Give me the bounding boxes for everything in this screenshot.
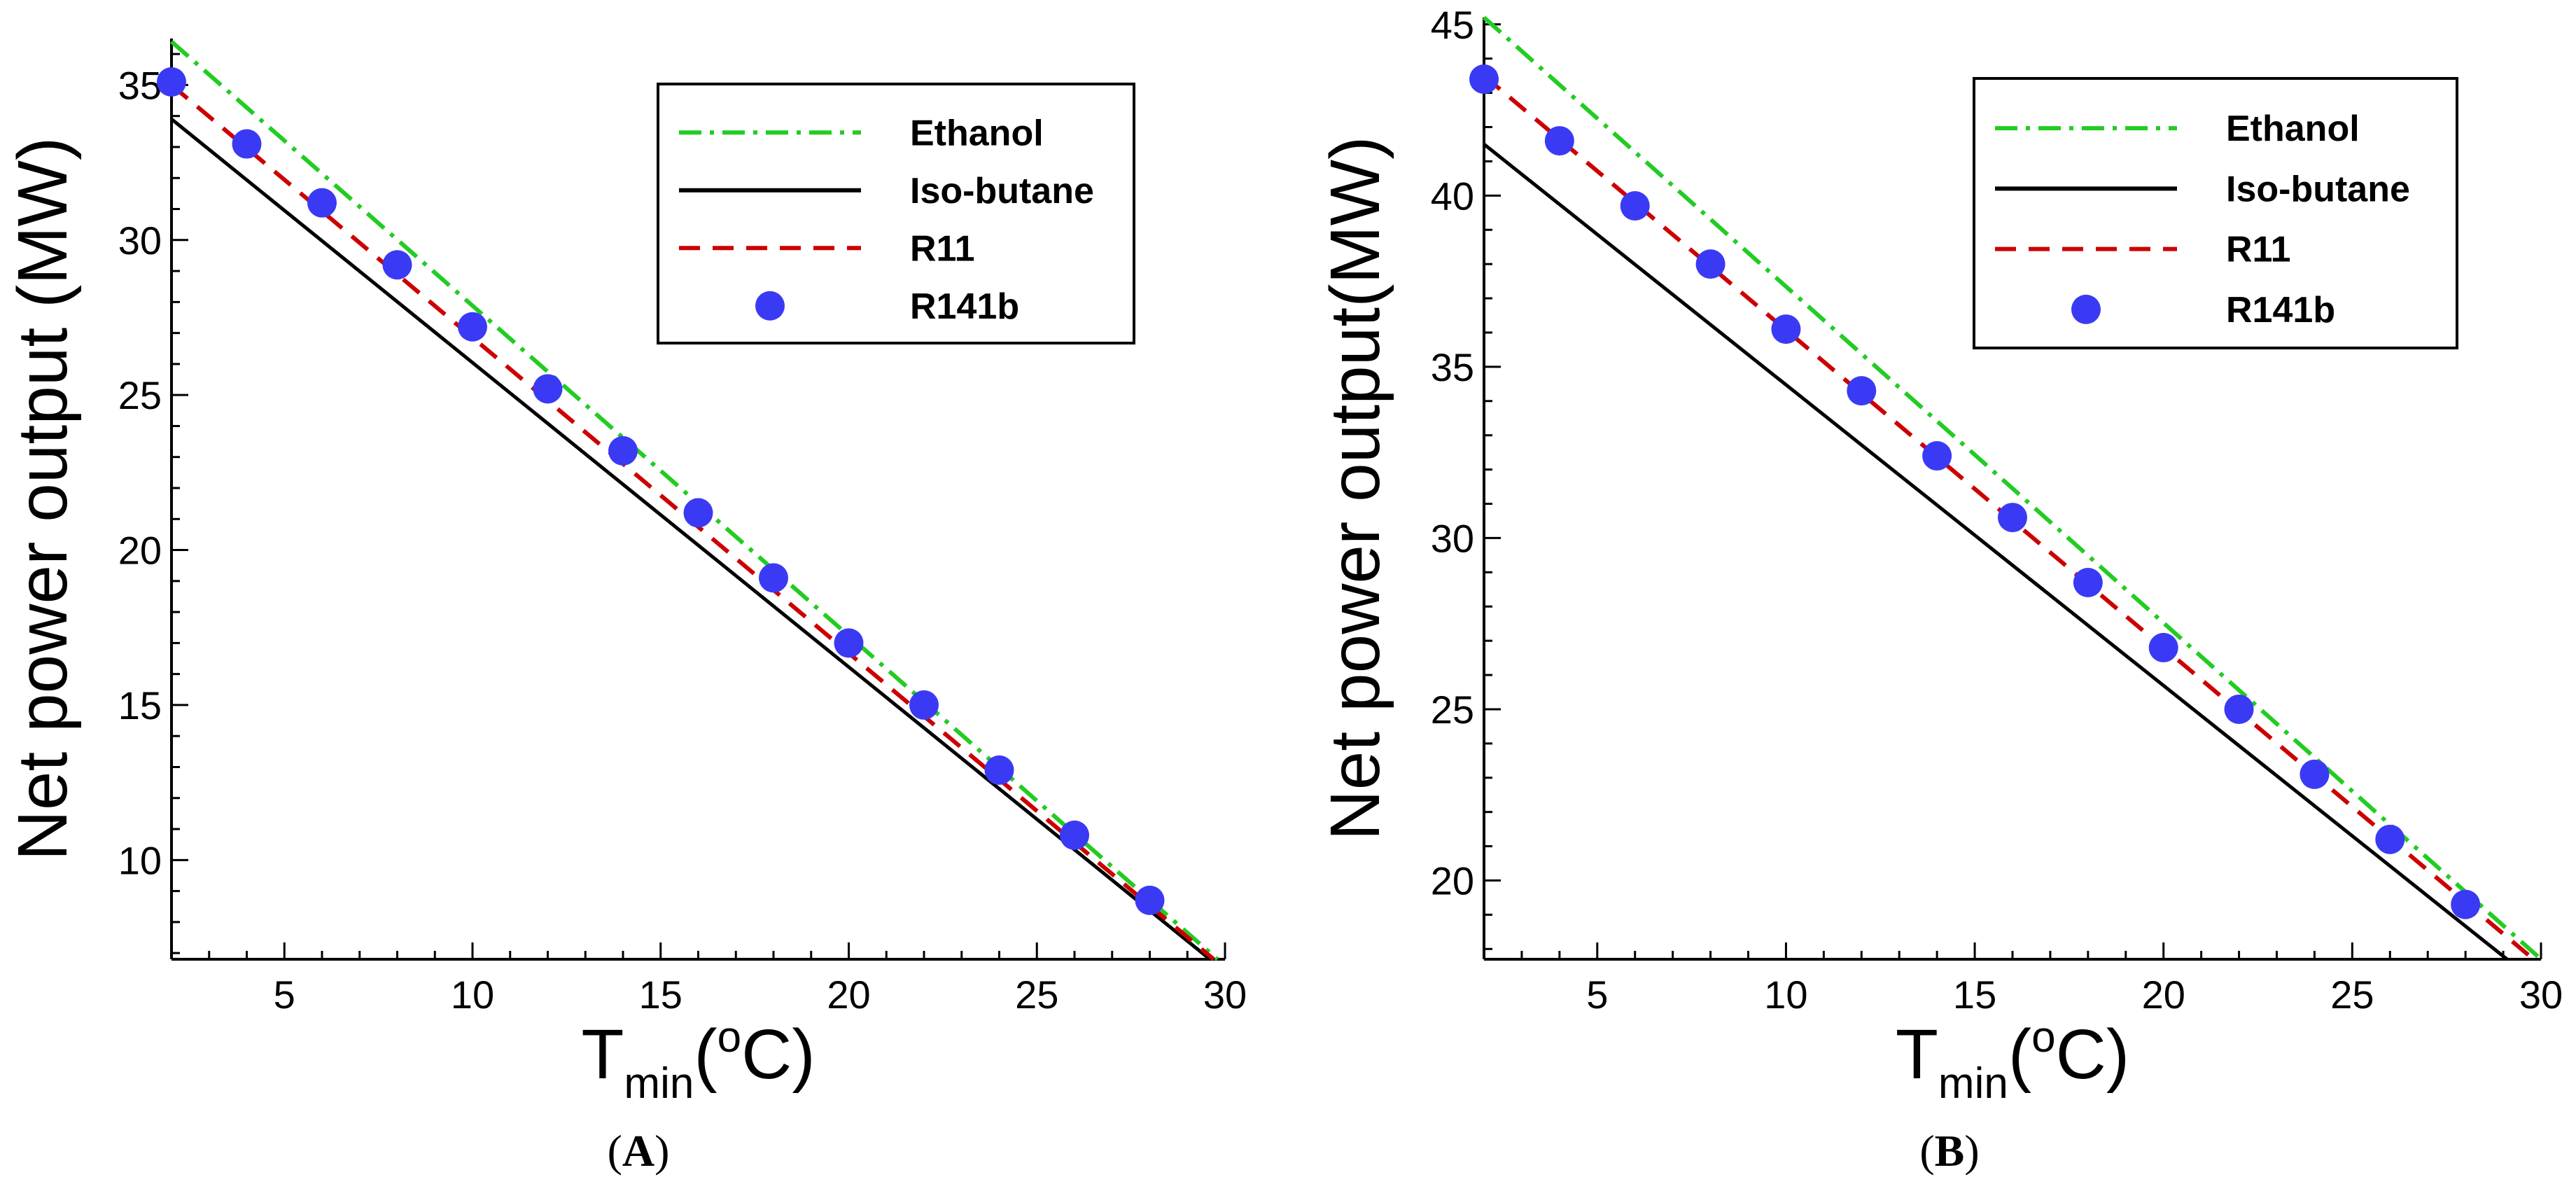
x-axis-label-main: T <box>581 1015 624 1094</box>
x-tick-label: 15 <box>639 973 682 1017</box>
y-tick-label: 10 <box>118 838 162 882</box>
y-tick-label: 20 <box>118 529 162 573</box>
caption-letter: B <box>1935 1126 1965 1176</box>
y-tick-label: 35 <box>118 63 162 107</box>
data-point-r141b <box>2375 824 2405 854</box>
panel-caption: (A) <box>608 1126 670 1176</box>
y-axis-label: Net power output (MW) <box>4 137 82 861</box>
x-axis-label-sup: o <box>718 1013 741 1061</box>
data-point-r141b <box>984 755 1014 785</box>
legend-marker <box>2071 294 2101 324</box>
x-tick-label: 30 <box>2519 973 2563 1017</box>
data-point-r141b <box>2451 889 2481 919</box>
data-point-r141b <box>1544 126 1574 156</box>
caption-letter: A <box>622 1126 654 1176</box>
series-line-iso-butane <box>1483 143 2509 961</box>
x-axis-label-open: ( <box>2008 1015 2031 1094</box>
data-point-r141b <box>759 563 788 593</box>
series-line-ethanol <box>1483 15 2542 961</box>
chart-a: 5 10 15 20 25 30 10 15 20 25 30 35 Net power output … <box>4 39 1247 1176</box>
data-point-r141b <box>1469 64 1499 95</box>
caption-open: ( <box>608 1126 622 1176</box>
legend-box <box>657 83 1135 344</box>
legend-label: R11 <box>910 228 975 269</box>
data-point-r141b <box>382 250 412 280</box>
legend-label: Iso-butane <box>2226 169 2410 209</box>
x-axis-label-sub: min <box>624 1059 694 1108</box>
data-point-r141b <box>1620 191 1650 221</box>
x-axis-label-unit: C) <box>741 1015 816 1094</box>
legend-label: R141b <box>910 286 1019 327</box>
caption-close: ) <box>654 1126 669 1176</box>
y-tick-label: 35 <box>1431 345 1474 389</box>
legend-label: R141b <box>2226 290 2335 330</box>
x-axis-label: Tmin(oC) <box>1896 1013 2129 1108</box>
legend-label: Ethanol <box>910 113 1044 153</box>
legend-marker <box>755 291 785 321</box>
data-point-r141b <box>458 312 487 342</box>
x-tick-label: 10 <box>451 973 494 1017</box>
legend-label: R11 <box>2226 230 2291 270</box>
caption-open: ( <box>1919 1126 1934 1176</box>
data-point-r141b <box>157 67 186 97</box>
panel-caption: (B) <box>1919 1126 1979 1176</box>
x-axis-label: Tmin(oC) <box>581 1013 815 1108</box>
x-tick-label: 30 <box>1203 973 1247 1017</box>
legend-label: Ethanol <box>2226 109 2360 149</box>
x-axis-label-main: T <box>1896 1015 1938 1094</box>
data-point-r141b <box>1060 820 1089 850</box>
x-axis-label-open: ( <box>694 1015 717 1094</box>
legend: Ethanol Iso-butane R11 R141b <box>657 83 1135 344</box>
x-tick-label: 10 <box>1764 973 1807 1017</box>
y-tick-label: 15 <box>118 683 162 727</box>
x-axis-label-unit: C) <box>2056 1015 2130 1094</box>
data-point-r141b <box>909 690 939 720</box>
y-tick-label: 25 <box>118 373 162 417</box>
data-point-r141b <box>533 374 563 404</box>
legend-label: Iso-butane <box>910 171 1094 211</box>
data-point-r141b <box>608 436 638 466</box>
x-tick-label: 5 <box>1586 973 1608 1017</box>
data-point-r141b <box>232 129 262 159</box>
y-tick-label: 45 <box>1431 3 1474 47</box>
x-tick-label: 15 <box>1953 973 1996 1017</box>
x-tick-label: 20 <box>827 973 870 1017</box>
series-line-iso-butane <box>170 118 1212 961</box>
y-tick-label: 25 <box>1431 688 1474 732</box>
data-point-r141b <box>2300 759 2330 789</box>
x-tick-label: 25 <box>2330 973 2374 1017</box>
data-point-r141b <box>1922 441 1952 471</box>
data-point-r141b <box>1847 376 1877 406</box>
data-point-r141b <box>2073 568 2103 597</box>
y-tick-label: 40 <box>1431 174 1474 218</box>
data-point-r141b <box>2148 632 2178 662</box>
x-axis-label-sup: o <box>2031 1013 2055 1061</box>
y-axis-label: Net power output(MW) <box>1316 137 1394 841</box>
data-point-r141b <box>834 628 864 658</box>
data-point-r141b <box>1695 249 1726 279</box>
data-point-r141b <box>2224 694 2254 724</box>
x-tick-label: 5 <box>274 973 295 1017</box>
y-tick-label: 30 <box>118 218 162 263</box>
x-axis-label-sub: min <box>1938 1059 2008 1108</box>
data-point-r141b <box>307 188 337 218</box>
data-point-r141b <box>1771 314 1801 344</box>
caption-close: ) <box>1964 1126 1979 1176</box>
legend-box <box>1973 77 2458 349</box>
x-tick-label: 20 <box>2142 973 2185 1017</box>
data-point-r141b <box>1998 503 2027 533</box>
x-tick-label: 25 <box>1015 973 1058 1017</box>
legend: Ethanol Iso-butane R11 R141b <box>1973 77 2458 349</box>
y-tick-label: 30 <box>1431 516 1474 560</box>
y-tick-label: 20 <box>1431 859 1474 903</box>
data-point-r141b <box>1135 885 1165 915</box>
data-point-r141b <box>683 498 713 528</box>
chart-b: 5 10 15 20 25 30 20 25 30 35 40 45 Net power output(… <box>1316 3 2563 1176</box>
